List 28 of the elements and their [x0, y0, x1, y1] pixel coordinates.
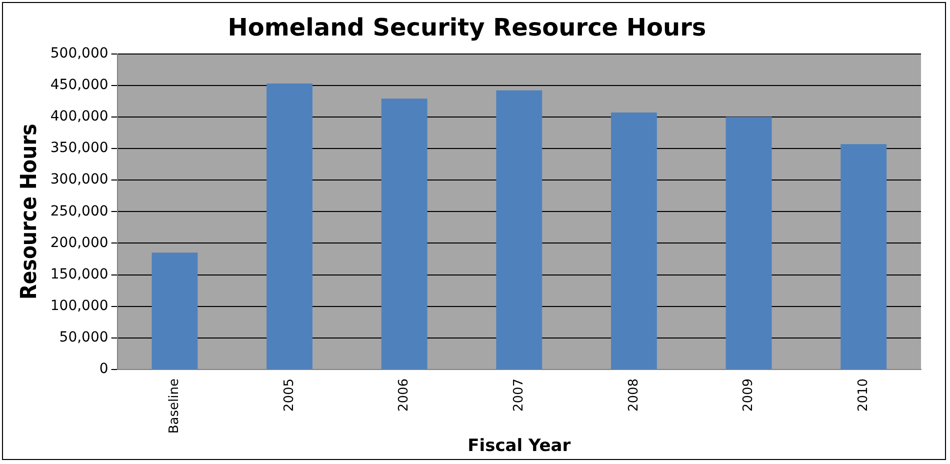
- bar: [381, 98, 428, 369]
- bar: [266, 83, 312, 369]
- bar: [496, 90, 542, 369]
- x-tick-label: 2008: [626, 378, 642, 412]
- y-tick-label: 500,000: [50, 45, 108, 62]
- y-axis-title: Resource Hours: [16, 124, 42, 300]
- x-tick-label: Baseline: [167, 378, 182, 434]
- bar: [726, 116, 772, 369]
- y-tick-label: 200,000: [50, 234, 108, 251]
- x-tick-label: 2007: [512, 378, 527, 412]
- x-axis-title: Fiscal Year: [468, 436, 572, 456]
- y-tick-label: 350,000: [50, 140, 108, 156]
- y-tick-label: 0: [99, 361, 108, 378]
- x-tick-label: 2005: [282, 378, 297, 412]
- x-tick-label: 2006: [396, 378, 412, 412]
- chart-title: Homeland Security Resource Hours: [228, 14, 706, 42]
- y-tick-label: 450,000: [50, 77, 108, 94]
- bar: [611, 112, 657, 369]
- y-tick-label: 250,000: [50, 203, 108, 220]
- y-tick-label: 50,000: [59, 330, 108, 346]
- bar: [152, 252, 198, 369]
- x-tick-label: 2009: [741, 378, 756, 412]
- y-tick-label: 150,000: [50, 266, 108, 282]
- bar: [840, 144, 887, 369]
- y-tick-label: 300,000: [50, 172, 108, 188]
- x-tick-label: 2010: [856, 378, 871, 412]
- y-tick-label: 400,000: [50, 108, 108, 125]
- y-tick-label: 100,000: [50, 298, 108, 314]
